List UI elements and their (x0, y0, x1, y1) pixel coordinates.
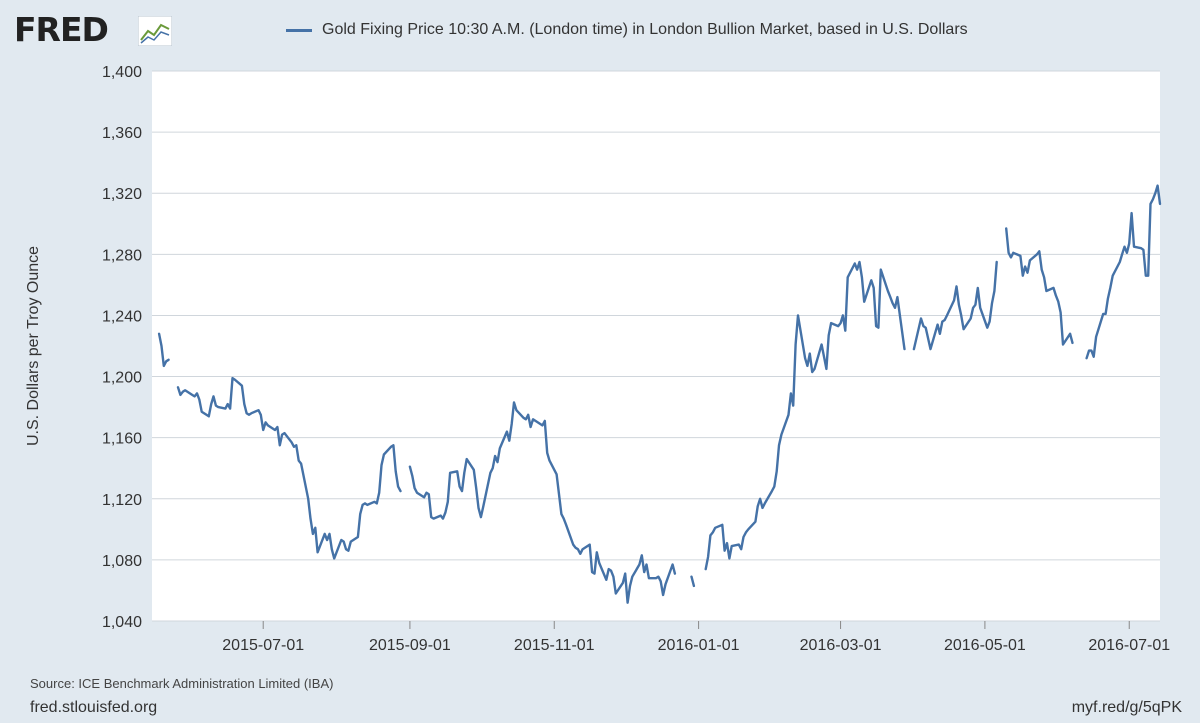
series-line-segment (1005, 227, 1074, 346)
y-tick-label: 1,040 (102, 614, 142, 631)
y-tick-label: 1,120 (102, 492, 142, 509)
y-axis-ticks: 1,040 1,080 1,120 1,160 1,200 1,240 1,280 1,320… (102, 64, 142, 631)
y-tick-label: 1,280 (102, 247, 142, 264)
x-tick-label: 2016-01-01 (658, 637, 740, 654)
x-axis-ticks: 2015-07-01 2015-09-01 2015-11-01 2016-01-01… (222, 621, 1170, 654)
y-tick-label: 1,080 (102, 553, 142, 570)
logo-text: FRED (14, 10, 109, 49)
chart-trend-icon (138, 16, 172, 46)
y-tick-label: 1,400 (102, 64, 142, 81)
series-line-segment (690, 575, 696, 588)
y-tick-label: 1,160 (102, 431, 142, 448)
short-url-link[interactable]: myf.red/g/5qPK (1071, 699, 1182, 716)
y-tick-label: 1,360 (102, 125, 142, 142)
y-tick-label: 1,200 (102, 370, 142, 387)
chart-legend: Gold Fixing Price 10:30 A.M. (London tim… (286, 18, 968, 42)
x-tick-label: 2016-05-01 (944, 637, 1026, 654)
x-tick-label: 2016-07-01 (1088, 637, 1170, 654)
series-group (157, 184, 1162, 604)
source-note: Source: ICE Benchmark Administration Lim… (30, 676, 334, 691)
legend-swatch (286, 28, 312, 32)
series-line-segment (1085, 184, 1162, 360)
series-line-segment (157, 332, 170, 368)
y-axis-label: U.S. Dollars per Troy Ounce (25, 246, 42, 446)
x-tick-label: 2015-09-01 (369, 637, 451, 654)
x-tick-label: 2015-11-01 (514, 637, 595, 654)
series-line-segment (704, 260, 906, 571)
y-tick-label: 1,320 (102, 186, 142, 203)
x-tick-label: 2016-03-01 (800, 637, 882, 654)
plot-area (152, 71, 1160, 621)
series-line-segment (912, 260, 998, 351)
legend-label: Gold Fixing Price 10:30 A.M. (London tim… (322, 21, 968, 38)
x-tick-label: 2015-07-01 (222, 637, 304, 654)
series-line-segment (408, 401, 677, 604)
y-tick-label: 1,240 (102, 308, 142, 325)
series-line-segment (176, 376, 402, 560)
grid-lines (152, 70, 1160, 622)
site-link[interactable]: fred.stlouisfed.org (30, 699, 158, 716)
